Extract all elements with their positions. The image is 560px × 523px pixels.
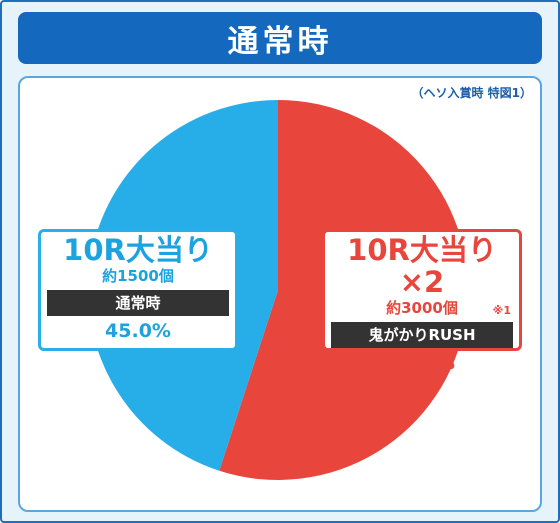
slice-label: 10R大当り	[63, 233, 213, 267]
header-banner: 通常時	[18, 12, 542, 64]
label-rush-jackpot: 10R大当り×2 約3000個 ※1 鬼がかりRUSH 55.0%	[322, 229, 522, 374]
slice-percent: 55.0%	[389, 352, 455, 374]
footnote-mark: ※1	[492, 304, 511, 317]
slice-payout: 約1500個	[102, 267, 174, 285]
slice-payout: 約3000個	[386, 299, 458, 317]
entry-note: （ヘソ入賞時 特図1）	[411, 86, 532, 100]
slice-label: 10R大当り×2	[347, 233, 497, 299]
slice-mode: 鬼がかりRUSH	[331, 322, 513, 348]
slice-payout-row: 約3000個 ※1	[325, 298, 519, 318]
slice-mode: 通常時	[47, 290, 229, 316]
page-title: 通常時	[227, 23, 333, 60]
label-normal-jackpot: 10R大当り 約1500個 通常時 45.0%	[38, 229, 238, 351]
slice-percent: 45.0%	[105, 320, 171, 342]
